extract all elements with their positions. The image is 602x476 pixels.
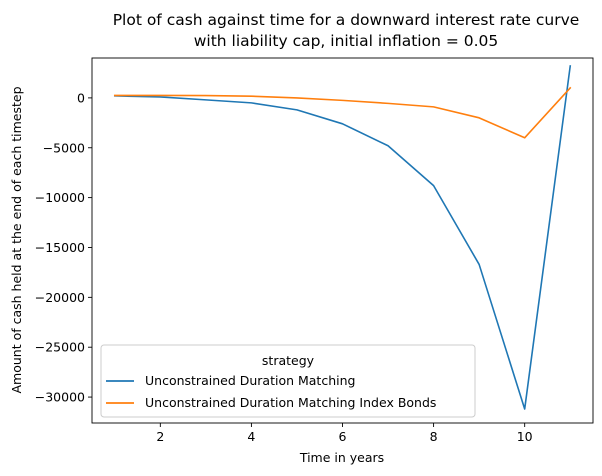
- y-tick-label--20000: −20000: [35, 290, 85, 305]
- x-tick-label-10: 10: [517, 429, 533, 444]
- x-tick-label-8: 8: [430, 429, 438, 444]
- chart-title: Plot of cash against time for a downward…: [113, 11, 580, 29]
- y-tick-label--15000: −15000: [35, 240, 85, 255]
- y-tick-label-0: 0: [77, 90, 85, 105]
- x-axis: 2 4 6 8 10: [156, 423, 533, 444]
- y-axis: 0 −5000 −10000 −15000 −20000 −25000 −30000: [35, 90, 92, 405]
- x-tick-label-6: 6: [339, 429, 347, 444]
- series-line-0: [113, 65, 572, 410]
- y-tick-label--5000: −5000: [43, 140, 85, 155]
- y-tick-label--25000: −25000: [35, 340, 85, 355]
- y-axis-label: Amount of cash held at the end of each t…: [9, 86, 24, 393]
- legend-box: [100, 344, 476, 418]
- y-tick-label--10000: −10000: [35, 190, 85, 205]
- x-tick-label-2: 2: [156, 429, 164, 444]
- legend-label-index-bonds: Unconstrained Duration Matching Index Bo…: [145, 395, 436, 410]
- legend-title: strategy: [262, 353, 315, 368]
- series-line-1: [113, 86, 572, 139]
- chart-subtitle: with liability cap, initial inflation = …: [194, 32, 499, 50]
- x-axis-label: Time in years: [299, 450, 384, 465]
- y-tick-label--30000: −30000: [35, 390, 85, 405]
- legend: strategy Unconstrained Duration Matching…: [100, 344, 476, 418]
- x-tick-label-4: 4: [247, 429, 255, 444]
- series-lines: [113, 65, 572, 410]
- legend-label-unconstrained-duration-matching: Unconstrained Duration Matching: [145, 373, 355, 388]
